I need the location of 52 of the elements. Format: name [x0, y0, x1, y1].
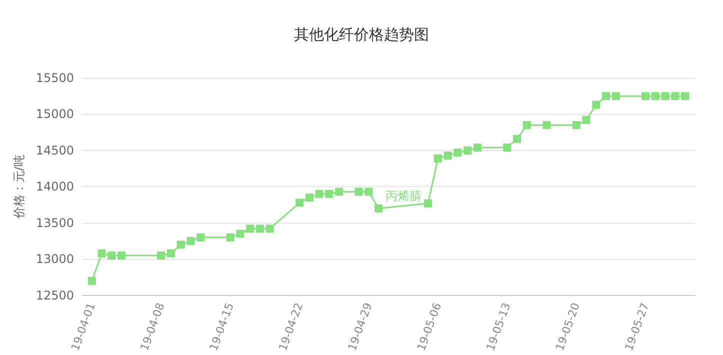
point [651, 92, 660, 100]
point [592, 100, 600, 109]
point [612, 92, 620, 100]
y-tick-label: 13500 [36, 216, 74, 230]
point [305, 194, 314, 202]
point [661, 92, 670, 100]
point [246, 224, 254, 233]
series-label: 丙烯腈 [385, 188, 422, 203]
y-tick-label: 14500 [36, 143, 74, 158]
point [266, 224, 274, 233]
point [176, 240, 185, 249]
point [296, 198, 304, 207]
point [256, 224, 264, 233]
point [522, 121, 531, 130]
point [364, 188, 373, 196]
y-tick-label: 15500 [36, 71, 74, 85]
y-tick-label: 14000 [36, 180, 74, 194]
point [118, 252, 126, 260]
point [642, 92, 650, 100]
point [315, 190, 324, 198]
point [503, 144, 512, 152]
point [454, 148, 462, 157]
point [226, 233, 234, 242]
point [335, 188, 344, 196]
point [88, 276, 96, 285]
point [166, 249, 175, 258]
point [424, 199, 432, 208]
point [98, 249, 106, 258]
point [602, 92, 610, 100]
point [108, 252, 116, 260]
y-tick-label: 13000 [36, 252, 74, 266]
y-axis-title: 价格：元/吨 [12, 154, 26, 220]
point [513, 134, 522, 143]
point [196, 233, 205, 242]
point [434, 154, 442, 162]
point [671, 92, 680, 100]
point [444, 152, 452, 160]
point [325, 190, 334, 198]
point [681, 92, 690, 100]
point [157, 252, 166, 260]
point [464, 146, 472, 154]
point [354, 188, 363, 196]
point [186, 237, 195, 246]
point [374, 204, 383, 212]
point [473, 144, 482, 152]
point [572, 121, 580, 130]
y-tick-label: 15000 [36, 107, 74, 122]
point [236, 230, 244, 238]
chart-title: 其他化纤价格趋势图 [294, 26, 429, 44]
point [542, 121, 551, 130]
y-tick-label: 12500 [36, 288, 74, 302]
point [582, 116, 590, 124]
